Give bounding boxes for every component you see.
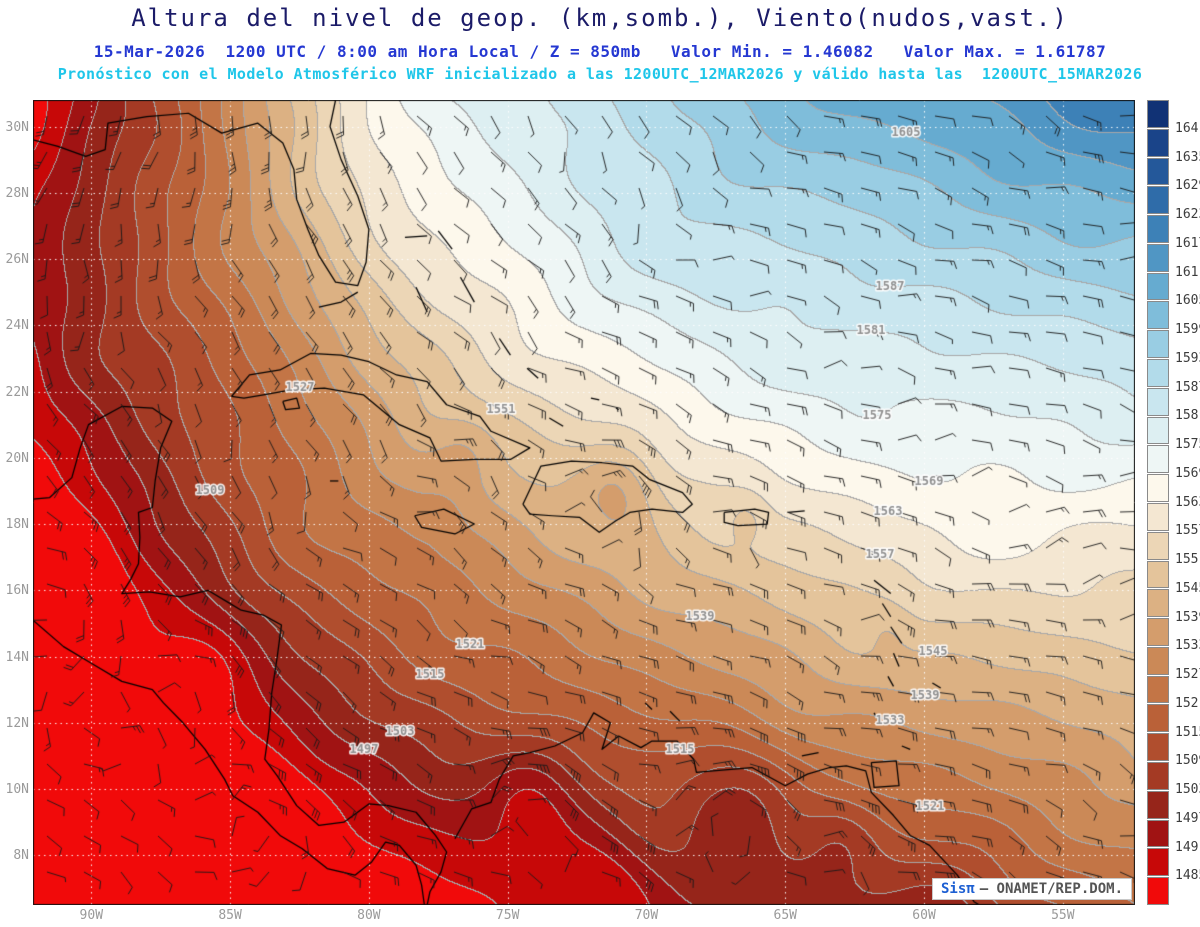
lat-tick-label: 18N [5,517,29,533]
colorbar-swatch [1147,560,1169,589]
colorbar-label: 1527 [1175,667,1200,682]
lon-axis: 90W 85W 80W 75W 70W 65W 60W 55W [33,908,1135,926]
colorbar-label: 1587 [1175,379,1200,395]
colorbar-label: 1545 [1175,580,1200,596]
colorbar-swatch [1147,272,1169,301]
colorbar-swatch [1147,646,1169,675]
colorbar-label: 1557 [1175,523,1200,539]
colorbar-label: 1497 [1175,810,1200,826]
colorbar-label: 1569 [1175,465,1200,481]
valid-time-line: 15-Mar-2026 1200 UTC / 8:00 am Hora Loca… [0,42,1200,61]
lon-tick-label: 65W [773,908,797,923]
lon-tick-label: 70W [634,908,659,923]
lat-tick-label: 28N [5,185,29,201]
lon-tick-label: 85W [218,908,242,923]
colorbar-label: 1605 [1175,293,1200,309]
map-canvas [33,100,1135,905]
colorbar-swatch [1147,790,1169,819]
colorbar-swatch [1147,761,1169,790]
colorbar-label: 1575 [1175,437,1200,452]
colorbar-swatch [1147,474,1169,502]
colorbar-label: 1593 [1175,350,1200,366]
colorbar-swatch [1147,301,1169,330]
colorbar-swatch [1147,330,1169,359]
colorbar-label: 1539 [1175,609,1200,625]
colorbar-label: 1599 [1175,322,1200,337]
lat-tick-label: 26N [5,252,29,267]
colorbar-swatch [1147,848,1169,877]
colorbar-swatch [1147,589,1169,618]
colorbar-swatch [1147,502,1169,531]
lon-tick-label: 80W [357,908,381,923]
max-value-label: Valor Max. = 1.61787 [903,42,1107,61]
colorbar [1147,100,1169,905]
colorbar-label: 1533 [1175,638,1200,654]
colorbar-swatch [1147,128,1169,157]
lat-tick-label: 12N [5,715,29,731]
colorbar-swatch [1147,819,1169,848]
lat-tick-label: 10N [5,782,29,798]
colorbar-label: 1635 [1175,149,1200,165]
watermark: Sisπ – ONAMET/REP.DOM. [931,878,1132,900]
colorbar-swatch [1147,531,1169,560]
colorbar-swatch [1147,157,1169,186]
colorbar-swatch [1147,215,1169,243]
colorbar-label: 1617 [1175,235,1200,251]
colorbar-swatch [1147,387,1169,416]
colorbar-swatch [1147,445,1169,474]
colorbar-label: 1503 [1175,782,1200,797]
colorbar-swatch [1147,186,1169,215]
page-title: Altura del nivel de geop. (km,somb.), Vi… [131,4,1069,32]
colorbar-label: 1485 [1175,868,1200,884]
colorbar-label: 1515 [1175,724,1200,740]
colorbar-swatch [1147,100,1169,128]
lat-tick-label: 16N [5,583,29,599]
colorbar-label: 1563 [1175,494,1200,510]
colorbar-swatch [1147,359,1169,387]
min-value-label: Valor Min. = 1.46082 [670,42,874,61]
valid-datetime: 15-Mar-2026 1200 UTC / 8:00 am Hora Loca… [93,42,641,61]
lon-tick-label: 90W [79,908,104,923]
lat-tick-label: 20N [5,450,29,466]
lon-tick-label: 75W [495,908,520,923]
colorbar-swatch [1147,243,1169,272]
colorbar-swatch [1147,618,1169,646]
watermark-source: – ONAMET/REP.DOM. [979,881,1123,897]
lon-tick-label: 60W [912,908,936,923]
lat-tick-label: 22N [5,384,29,400]
lat-tick-label: 30N [5,119,29,135]
lat-tick-label: 24N [5,318,29,334]
colorbar-label: 1509 [1175,753,1200,769]
colorbar-swatch [1147,877,1169,905]
colorbar-swatch [1147,733,1169,761]
colorbar-label: 1629 [1175,178,1200,194]
colorbar-swatch [1147,416,1169,445]
lat-tick-label: 14N [5,649,29,665]
watermark-brand: Sisπ [940,881,975,897]
colorbar-swatch [1147,704,1169,733]
colorbar-swatch [1147,675,1169,704]
forecast-note: Pronóstico con el Modelo Atmosférico WRF… [57,65,1143,83]
lon-tick-label: 55W [1051,908,1075,923]
colorbar-label: 1623 [1175,207,1200,222]
lat-axis: 30N 28N 26N 24N 22N 20N 18N 16N 14N 12N 10N 8N [0,100,30,905]
lat-tick-label: 8N [13,848,29,864]
